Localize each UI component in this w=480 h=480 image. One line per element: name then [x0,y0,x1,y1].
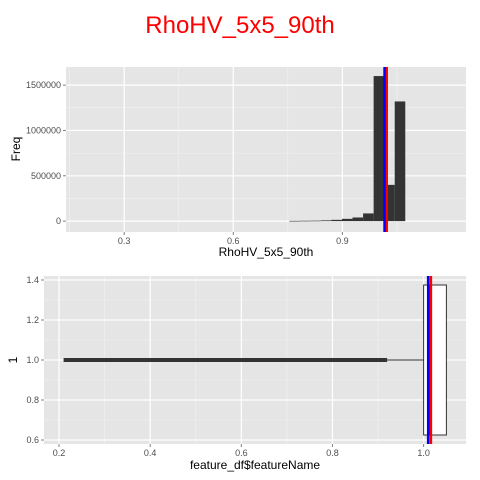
histogram-reference-lines [383,67,388,232]
histogram-ticks: 0.3 0.6 0.9 0 500000 1000000 1500000 [26,80,349,246]
histogram-y-tick-label: 0 [56,216,61,226]
histogram-bar [352,217,364,222]
boxplot-y-tick-label: 1.0 [26,355,39,365]
boxplot-y-tick-label: 0.8 [26,395,39,405]
histogram-x-axis-label: RhoHV_5x5_90th [219,245,314,259]
histogram-bar [373,76,385,222]
histogram-bar [289,220,300,222]
boxplot-x-tick-label: 1.0 [417,448,430,458]
histogram-bar [363,213,374,222]
boxplot-ticks: 0.2 0.4 0.6 0.8 1.0 0.6 0.8 1.0 1.2 1.4 [26,275,429,458]
histogram-bar [331,219,342,222]
histogram-bars [289,76,406,222]
boxplot-y-axis-label: 1 [6,356,20,363]
histogram-bar [394,101,406,222]
histogram-bar [310,220,321,222]
histogram-x-tick-label: 0.6 [227,236,240,246]
boxplot-x-tick-label: 0.8 [326,448,339,458]
boxplot-y-tick-label: 0.6 [26,435,39,445]
boxplot-x-tick-label: 0.4 [144,448,157,458]
histogram-y-axis-label: Freq [9,137,23,162]
histogram-y-tick-label: 500000 [31,171,61,181]
histogram-bar [384,184,395,222]
histogram-x-tick-label: 0.9 [336,236,349,246]
histogram-bar [320,220,332,222]
boxplot-x-axis-label: feature_df$featureName [190,458,320,472]
histogram-y-tick-label: 1500000 [26,80,61,90]
histogram-bar [342,218,353,222]
boxplot-y-tick-label: 1.2 [26,315,39,325]
histogram-bar [299,220,311,222]
chart-title: RhoHV_5x5_90th [145,12,335,39]
histogram-y-tick-label: 1000000 [26,125,61,135]
boxplot-y-tick-label: 1.4 [26,275,39,285]
boxplot-x-tick-label: 0.2 [53,448,66,458]
boxplot-x-tick-label: 0.6 [235,448,248,458]
boxplot-reference-lines [426,276,433,444]
histogram-x-tick-label: 0.3 [118,236,131,246]
